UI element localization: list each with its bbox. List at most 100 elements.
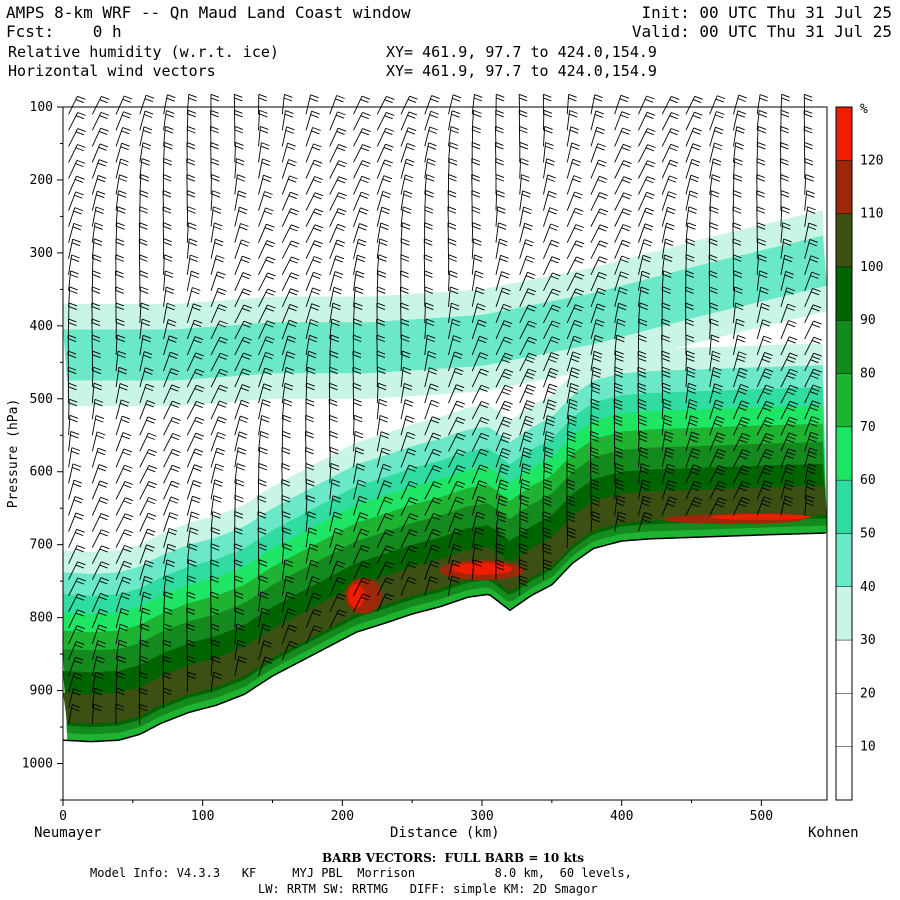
wind-barb — [637, 286, 642, 307]
wind-barb-feather — [592, 358, 602, 362]
wind-barb — [638, 144, 648, 163]
wind-barb-feather — [305, 398, 315, 403]
wind-barb — [590, 143, 599, 163]
wind-barb-feather — [305, 466, 315, 471]
wind-barb-feather — [544, 129, 553, 134]
wind-barb — [637, 431, 640, 452]
wind-barb-feather — [362, 593, 371, 598]
wind-barb-feather — [590, 466, 599, 471]
wind-barb-feather — [542, 543, 552, 548]
colorbar-label: 70 — [860, 420, 876, 435]
wind-barb-feather — [360, 131, 370, 136]
wind-barb-feather — [473, 559, 483, 564]
wind-barb-feather — [407, 143, 416, 147]
wind-barb-feather — [550, 367, 559, 372]
wind-barb-feather — [519, 578, 528, 583]
wind-barb-feather — [383, 147, 393, 151]
wind-barb-feather — [645, 179, 654, 184]
wind-barb-feather — [543, 502, 552, 507]
wind-barb-feather — [186, 145, 196, 150]
y-tick-label: 800 — [30, 611, 53, 626]
wind-barb-feather — [291, 240, 300, 245]
wind-barb-feather — [290, 272, 300, 277]
wind-barb — [305, 592, 314, 612]
wind-barb — [234, 640, 239, 661]
wind-barb-feather — [333, 286, 343, 291]
wind-barb — [258, 383, 265, 404]
wind-barb-feather — [166, 302, 176, 307]
wind-barb-feather — [124, 513, 134, 518]
wind-barb-feather — [432, 484, 441, 489]
wind-barb-feather — [548, 371, 558, 376]
wind-barb-feather — [543, 546, 552, 551]
wind-barb-feather — [661, 322, 670, 326]
wind-barb — [519, 416, 527, 436]
x-tick-label: 0 — [59, 809, 67, 824]
wind-barb-feather — [383, 516, 393, 521]
wind-barb-feather — [497, 206, 506, 211]
wind-barb-feather — [311, 290, 320, 295]
wind-barb-feather — [762, 439, 772, 444]
wind-barb-feather — [400, 306, 409, 310]
wind-barb-feather — [286, 351, 296, 356]
wind-barb-feather — [77, 593, 86, 598]
wind-barb-feather — [640, 447, 649, 451]
wind-barb-feather — [117, 193, 127, 198]
wind-barb — [732, 94, 740, 115]
wind-barb-feather — [616, 338, 625, 343]
wind-barb — [281, 399, 285, 420]
wind-barb-feather — [165, 113, 174, 118]
wind-barb-feather — [433, 513, 442, 517]
wind-barb-feather — [167, 543, 177, 548]
wind-barb-feather — [94, 675, 104, 680]
wind-barb-feather — [234, 543, 243, 548]
wind-barb — [495, 190, 498, 211]
wind-barb-feather — [116, 338, 126, 343]
wind-barb-feather — [623, 208, 632, 213]
wind-barb-feather — [591, 498, 600, 503]
wind-barb-feather — [738, 351, 747, 356]
wind-barb-feather — [595, 322, 604, 327]
wind-barb-feather — [234, 129, 244, 134]
wind-barb — [305, 576, 313, 596]
wind-barb-feather — [566, 498, 575, 503]
wind-barb-feather — [806, 193, 815, 198]
wind-barb — [448, 544, 455, 564]
wind-barb-feather — [566, 486, 576, 491]
wind-barb-feather — [805, 502, 814, 507]
wind-barb — [543, 223, 552, 243]
wind-barb-feather — [401, 334, 410, 339]
wind-barb-feather — [575, 288, 585, 293]
wind-barb-feather — [715, 487, 724, 492]
wind-barb-feather — [456, 400, 465, 405]
wind-barb-feather — [362, 128, 371, 132]
wind-barb — [139, 126, 145, 147]
colorbar-label: 10 — [860, 740, 876, 755]
wind-barb-feather — [614, 366, 624, 371]
wind-barb-feather — [115, 274, 124, 278]
wind-barb-feather — [400, 274, 409, 278]
wind-barb-feather — [235, 142, 244, 146]
wind-barb-feather — [566, 462, 575, 467]
wind-barb-feather — [282, 434, 291, 439]
wind-barb-feather — [287, 608, 297, 613]
wind-barb — [210, 190, 213, 211]
wind-barb-feather — [211, 530, 220, 535]
wind-barb-feather — [384, 564, 393, 569]
wind-barb-feather — [641, 482, 650, 487]
wind-barb-feather — [688, 209, 697, 214]
wind-barb-feather — [257, 498, 267, 503]
wind-barb — [305, 224, 316, 243]
wind-barb-feather — [447, 190, 457, 195]
wind-barb-feather — [267, 272, 276, 277]
wind-barb-feather — [761, 487, 771, 492]
wind-barb-feather — [336, 95, 345, 99]
wind-barb-feather — [376, 354, 386, 359]
wind-barb-feather — [452, 547, 461, 552]
wind-barb — [685, 383, 689, 404]
wind-barb-feather — [235, 498, 244, 503]
wind-barb-feather — [338, 609, 347, 614]
wind-barb — [281, 575, 287, 596]
wind-barb-feather — [714, 383, 723, 388]
wind-barb — [661, 207, 668, 227]
